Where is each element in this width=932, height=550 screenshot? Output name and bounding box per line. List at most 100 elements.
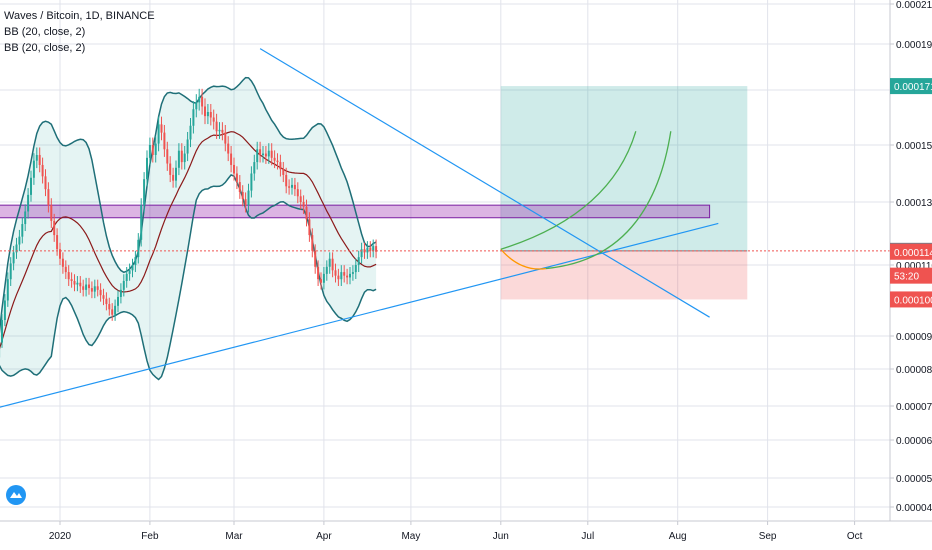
candle-body xyxy=(273,157,276,161)
candle-body xyxy=(157,124,160,144)
candle-body xyxy=(267,150,270,157)
price-badge: 0.0001142 xyxy=(890,243,932,260)
y-tick-label: 0.0001100 xyxy=(896,261,932,272)
x-tick-label: Sep xyxy=(759,531,777,542)
candle-body xyxy=(238,182,241,193)
candle-body xyxy=(177,150,180,168)
price-badge-bg xyxy=(890,78,932,95)
y-tick-label: 0.0001500 xyxy=(896,141,932,152)
candle-body xyxy=(151,145,154,155)
candle-body xyxy=(302,202,305,207)
candle-body xyxy=(346,275,349,278)
candle-body xyxy=(372,246,375,251)
candle-body xyxy=(293,184,296,190)
candle-body xyxy=(221,129,224,133)
candle-body xyxy=(32,160,35,178)
candle-body xyxy=(328,258,331,267)
y-tick-label: 0.0000470 xyxy=(896,503,932,514)
candle-body xyxy=(56,235,59,250)
x-tick-label: Apr xyxy=(316,531,332,542)
candle-body xyxy=(88,284,90,289)
candle-body xyxy=(12,252,15,264)
trendline-1 xyxy=(259,48,710,318)
candle-body xyxy=(30,177,32,195)
candle-body xyxy=(259,149,262,155)
candle-body xyxy=(209,112,212,118)
candle-body xyxy=(349,273,351,278)
candle-body xyxy=(35,154,38,161)
candles xyxy=(0,88,378,358)
candle-body xyxy=(343,272,346,276)
price-badge: 0.0001717 xyxy=(890,78,932,95)
candle-body xyxy=(131,265,134,271)
candle-body xyxy=(148,145,151,158)
chart-legend: Waves / Bitcoin, 1D, BINANCE BB (20, clo… xyxy=(4,8,155,56)
candle-body xyxy=(9,263,12,280)
candle-body xyxy=(96,286,99,290)
candle-body xyxy=(38,154,41,165)
projected-curve-green-1 xyxy=(545,131,672,270)
indicator-label-bb-1[interactable]: BB (20, close, 2) xyxy=(4,26,86,38)
candle-body xyxy=(163,132,166,150)
price-badge-label: 0.0001003 xyxy=(894,295,932,306)
candle-body xyxy=(299,196,302,202)
position-target-zone xyxy=(500,86,748,251)
candle-body xyxy=(134,257,137,265)
tradingview-logo-icon[interactable] xyxy=(6,485,26,505)
candle-body xyxy=(154,143,157,155)
candle-body xyxy=(183,153,186,163)
x-tick-label: Jun xyxy=(493,531,509,542)
symbol-title[interactable]: Waves / Bitcoin, 1D, BINANCE xyxy=(4,10,155,22)
candle-body xyxy=(375,246,378,252)
candle-body xyxy=(314,250,317,267)
candle-body xyxy=(331,258,334,271)
candle-body xyxy=(270,150,273,158)
candle-body xyxy=(195,102,198,110)
candle-body xyxy=(53,220,56,236)
candle-body xyxy=(230,153,233,165)
candle-body xyxy=(73,280,76,285)
grid-lines xyxy=(0,0,890,520)
candle-body xyxy=(366,247,369,253)
candle-body xyxy=(3,300,6,321)
candle-body xyxy=(6,279,9,301)
candle-body xyxy=(111,309,114,315)
candle-body xyxy=(218,129,221,132)
candle-body xyxy=(146,157,148,180)
candle-body xyxy=(1,320,3,343)
candle-body xyxy=(79,282,82,287)
candle-body xyxy=(276,160,279,163)
candle-body xyxy=(76,282,79,285)
y-tick-label: 0.0000800 xyxy=(896,365,932,376)
candle-body xyxy=(47,189,50,206)
indicator-label-bb-2[interactable]: BB (20, close, 2) xyxy=(4,42,86,54)
candle-body xyxy=(322,273,325,283)
candle-body xyxy=(264,153,267,157)
candle-body xyxy=(50,205,53,221)
bollinger-basis-line xyxy=(0,131,377,350)
y-tick-label: 0.0000700 xyxy=(896,402,932,413)
candle-body xyxy=(70,279,73,281)
time-axis-background xyxy=(0,521,932,550)
candle-body xyxy=(357,257,360,265)
candle-body xyxy=(334,270,337,276)
candle-body xyxy=(143,179,146,206)
y-tick-label: 0.0001300 xyxy=(896,198,932,209)
candle-body xyxy=(64,266,67,273)
candle-body xyxy=(224,132,227,144)
price-badge-label: 0.0001717 xyxy=(894,82,932,93)
candle-body xyxy=(59,249,61,259)
candle-body xyxy=(262,153,264,155)
candle-body xyxy=(308,219,311,236)
x-tick-label: Aug xyxy=(669,531,687,542)
candle-body xyxy=(27,194,30,212)
candle-body xyxy=(41,164,44,177)
y-tick-label: 0.0002100 xyxy=(896,0,932,11)
candle-body xyxy=(325,266,328,274)
candle-body xyxy=(93,286,96,292)
candle-body xyxy=(256,149,259,163)
candle-body xyxy=(296,189,299,197)
candle-body xyxy=(18,236,21,245)
